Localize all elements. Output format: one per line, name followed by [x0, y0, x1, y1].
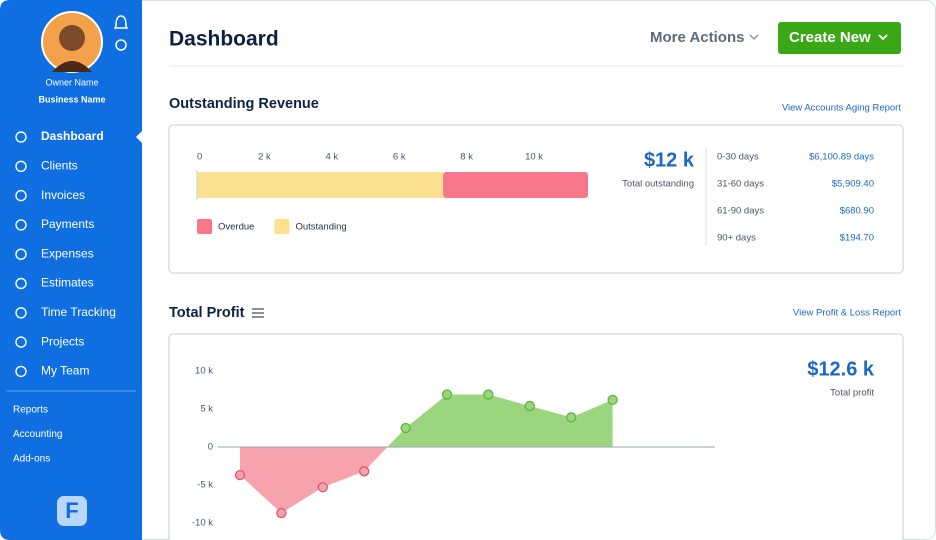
nav: Dashboard Clients Invoices Payments Expenses… — [13, 129, 142, 465]
x-tick-label: 10 k — [525, 152, 543, 163]
legend-swatch — [274, 219, 290, 234]
chevron — [749, 34, 759, 41]
section-title: Total Profit — [169, 305, 245, 321]
aging-value: $6,100.89 days — [809, 152, 874, 163]
x-tick-label: 6 k — [393, 152, 406, 163]
sidebar — [0, 0, 142, 540]
nav-icon — [15, 189, 27, 202]
y-tick-label: -10 k — [192, 518, 213, 529]
aging-label: 31-60 days — [717, 179, 764, 190]
nav-icon — [15, 365, 27, 378]
profit-chart: 10 k 5 k 0 -5 k -10 k — [192, 366, 715, 529]
nav-item[interactable]: Reports — [13, 405, 48, 416]
revenue-card — [168, 124, 904, 274]
point — [483, 389, 494, 400]
logo-letter: F — [65, 498, 78, 523]
x-tick-label: 8 k — [460, 152, 473, 163]
chevron — [878, 34, 888, 41]
nav-icon — [15, 277, 27, 290]
section-title: Outstanding Revenue — [169, 96, 319, 112]
nav-item[interactable]: Add-ons — [13, 454, 50, 465]
x-tick-label: 2 k — [258, 152, 271, 163]
filter-icon[interactable] — [252, 308, 264, 318]
point — [400, 422, 411, 434]
aging-value: $680.90 — [840, 206, 874, 217]
nav-icon — [15, 131, 27, 143]
nav-item[interactable]: Dashboard — [41, 129, 104, 143]
point — [566, 412, 577, 423]
bell-icon[interactable] — [113, 15, 129, 29]
y-tick-label: 5 k — [200, 404, 213, 415]
nav-icon — [15, 248, 27, 260]
y-tick-label: -5 k — [197, 480, 213, 491]
point — [441, 389, 453, 400]
point — [359, 466, 370, 477]
more-actions[interactable]: More Actions — [650, 29, 744, 46]
total-outstanding: $12 k — [644, 149, 695, 171]
y-tick-label: 10 k — [195, 366, 213, 377]
point — [607, 394, 618, 406]
aging-label: 61-90 days — [717, 206, 764, 217]
nav-icon — [15, 336, 27, 348]
point — [234, 469, 246, 481]
nav-icon — [15, 307, 27, 319]
avatar-face — [59, 25, 85, 51]
legend-swatch — [197, 219, 212, 234]
total-profit-label: Total profit — [830, 388, 874, 399]
create-new-button[interactable] — [778, 22, 901, 54]
nav-item[interactable]: Payments — [41, 217, 94, 231]
point — [317, 482, 328, 493]
nav-item[interactable]: Projects — [41, 334, 84, 348]
total-profit: $12.6 k — [807, 358, 875, 380]
aging-label: 0-30 days — [717, 152, 759, 163]
nav-icon — [15, 160, 27, 173]
nav-item[interactable]: Invoices — [41, 188, 85, 202]
bar-segment — [197, 172, 444, 198]
business-name: Business Name — [38, 94, 105, 104]
x-tick-label: 4 k — [325, 152, 338, 163]
settings-icon[interactable] — [115, 39, 127, 51]
legend-label: Outstanding — [295, 222, 346, 233]
point — [524, 400, 535, 412]
nav-item[interactable]: My Team — [41, 364, 89, 378]
nav-item[interactable]: Clients — [41, 158, 78, 172]
avatar-body — [52, 61, 92, 72]
nav-icon — [15, 219, 27, 231]
page-title: Dashboard — [169, 28, 279, 51]
nav-item[interactable]: Accounting — [13, 429, 62, 440]
point — [276, 507, 287, 519]
nav-item[interactable]: Estimates — [41, 276, 94, 290]
legend-label: Overdue — [218, 222, 254, 233]
profit-area — [240, 394, 613, 514]
active-indicator — [136, 131, 142, 143]
report-link[interactable]: View Profit & Loss Report — [793, 308, 901, 319]
aging-value: $194.70 — [840, 233, 874, 244]
aging-label: 90+ days — [717, 233, 756, 244]
bar-segment — [443, 172, 588, 198]
x-tick-label: 0 — [197, 152, 202, 163]
total-outstanding-label: Total outstanding — [622, 179, 694, 190]
y-tick-label: 0 — [208, 442, 213, 453]
create-new-label: Create New — [789, 29, 871, 46]
report-link[interactable]: View Accounts Aging Report — [782, 103, 902, 114]
nav-item[interactable]: Expenses — [41, 246, 94, 260]
aging-value: $5,909.40 — [832, 179, 874, 190]
owner-name: Owner Name — [45, 77, 98, 87]
revenue-chart: 0-30 days $6,100.89 days 31-60 days $5,909.… — [196, 152, 874, 244]
nav-item[interactable]: Time Tracking — [41, 305, 116, 319]
logo[interactable] — [57, 496, 87, 526]
